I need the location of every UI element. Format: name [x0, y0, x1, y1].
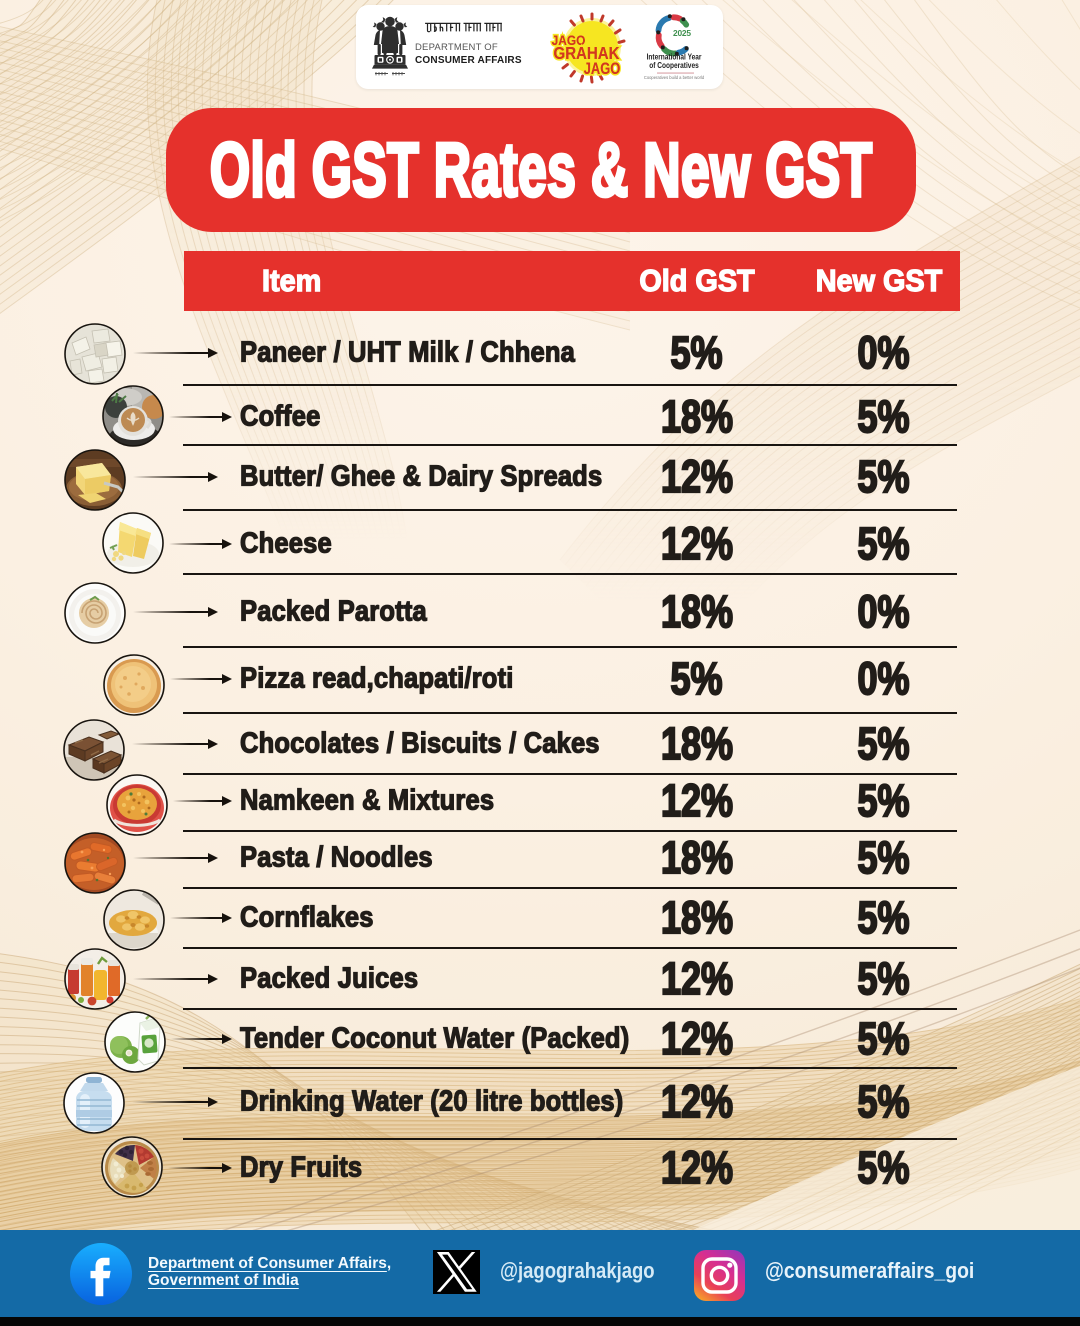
svg-text:International Year: International Year	[647, 52, 702, 62]
svg-text:JAGO: JAGO	[584, 59, 621, 78]
svg-text:of Cooperatives: of Cooperatives	[649, 60, 698, 70]
svg-text:Cooperatives build a better wo: Cooperatives build a better world	[644, 75, 705, 80]
svg-text:2025: 2025	[673, 28, 691, 38]
svg-text:JAGO: JAGO	[552, 32, 586, 48]
svg-text:JAGO: JAGO	[552, 32, 586, 48]
svg-text:JAGO: JAGO	[584, 59, 621, 78]
svg-text:GRAHAK: GRAHAK	[553, 44, 619, 63]
svg-text:GRAHAK: GRAHAK	[553, 44, 619, 63]
